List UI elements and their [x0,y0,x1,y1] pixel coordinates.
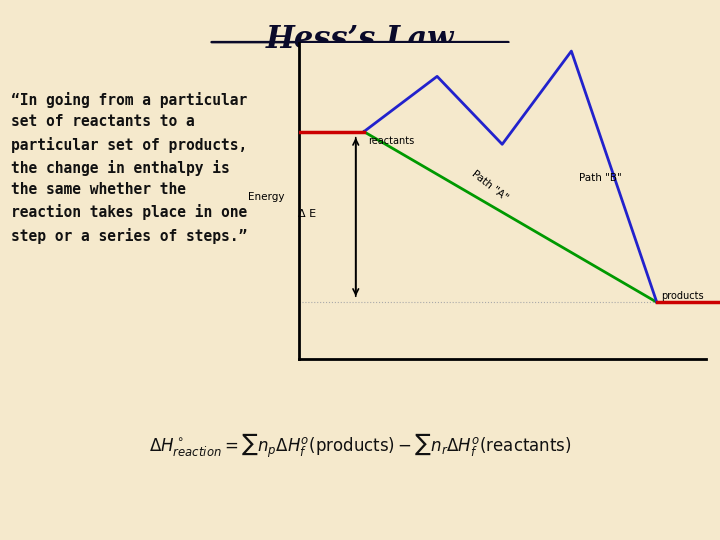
Text: Path "A": Path "A" [469,169,510,203]
Text: Δ E: Δ E [298,209,316,219]
Text: Hess’s Law: Hess’s Law [266,24,454,55]
Text: Path "B": Path "B" [580,173,622,183]
Text: $\Delta H^\circ_{reaction} = \sum n_p \Delta H^o_f \mathrm{(products)} - \sum n_: $\Delta H^\circ_{reaction} = \sum n_p \D… [148,431,572,460]
Text: reactants: reactants [368,136,414,146]
Text: Energy: Energy [248,192,284,202]
Text: “In going from a particular
set of reactants to a
particular set of products,
th: “In going from a particular set of react… [11,92,247,244]
Text: products: products [661,291,703,301]
